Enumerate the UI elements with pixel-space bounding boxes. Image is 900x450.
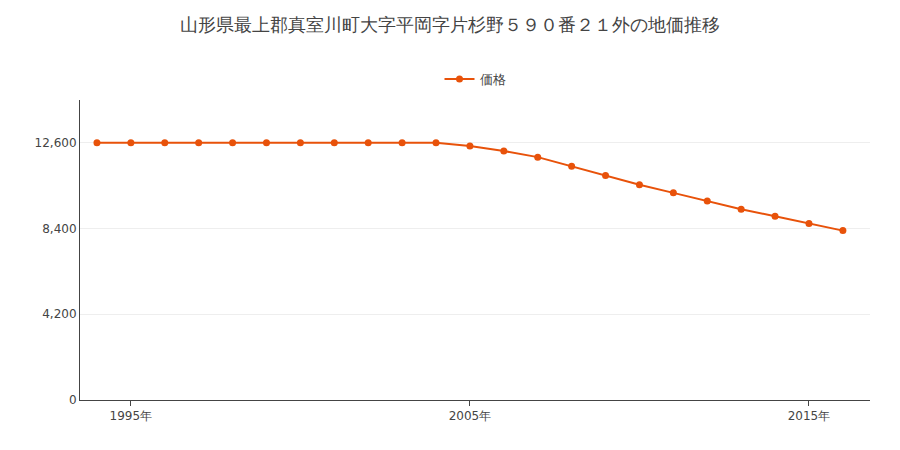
- svg-text:2005年: 2005年: [449, 409, 492, 423]
- svg-text:8,400: 8,400: [42, 222, 76, 236]
- svg-text:価格: 価格: [480, 72, 506, 87]
- svg-text:山形県最上郡真室川町大字平岡字片杉野５９０番２１外の地価推移: 山形県最上郡真室川町大字平岡字片杉野５９０番２１外の地価推移: [180, 14, 720, 35]
- svg-text:2015年: 2015年: [788, 409, 831, 423]
- svg-text:4,200: 4,200: [42, 307, 76, 321]
- svg-text:0: 0: [69, 393, 77, 407]
- svg-text:1995年: 1995年: [110, 409, 153, 423]
- svg-text:12,600: 12,600: [35, 136, 77, 150]
